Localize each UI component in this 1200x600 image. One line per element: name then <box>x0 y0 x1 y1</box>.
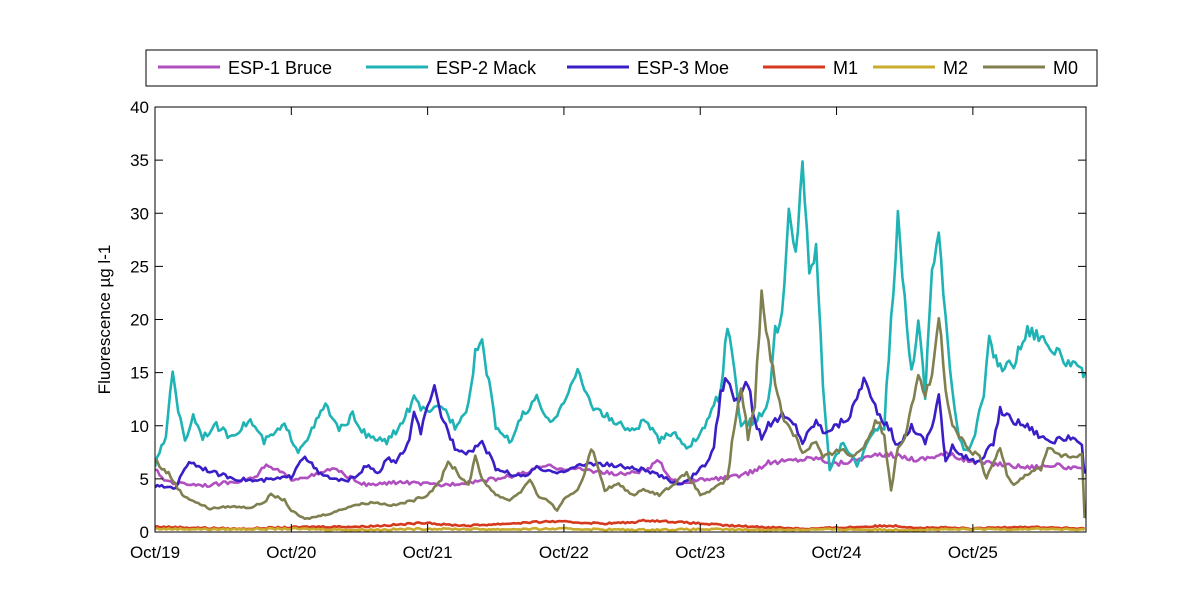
legend-label-m1: M1 <box>833 58 858 78</box>
axes: 0 5 10 15 20 25 30 35 40 Oct/19 Oct/20 Oct/21 Oct/22… <box>130 98 1086 562</box>
x-tick-label: Oct/19 <box>130 543 180 562</box>
series-line-esp2 <box>155 160 1086 472</box>
y-tick-label: 0 <box>140 523 149 542</box>
series-line-esp3 <box>155 376 1086 490</box>
x-tick-label: Oct/24 <box>812 543 862 562</box>
series-line-m0 <box>155 289 1086 521</box>
x-tick-label: Oct/22 <box>539 543 589 562</box>
y-tick-label: 40 <box>130 98 149 117</box>
y-tick-label: 5 <box>140 470 149 489</box>
y-axis-label: Fluorescence µg l-1 <box>95 245 114 395</box>
legend-label-m0: M0 <box>1053 58 1078 78</box>
series-line-m2 <box>155 526 1086 532</box>
y-tick-label: 30 <box>130 204 149 223</box>
legend-label-esp2: ESP-2 Mack <box>436 58 537 78</box>
x-tick-label: Oct/25 <box>948 543 998 562</box>
legend-label-esp3: ESP-3 Moe <box>637 58 729 78</box>
legend-label-esp1: ESP-1 Bruce <box>228 58 332 78</box>
legend-label-m2: M2 <box>943 58 968 78</box>
y-tick-label: 20 <box>130 311 149 330</box>
y-tick-label: 35 <box>130 151 149 170</box>
x-tick-label: Oct/23 <box>675 543 725 562</box>
y-tick-label: 15 <box>130 364 149 383</box>
series-layer <box>155 160 1086 532</box>
legend: ESP-1 Bruce ESP-2 Mack ESP-3 Moe M1 M2 M0 <box>145 49 1098 87</box>
x-tick-label: Oct/21 <box>403 543 453 562</box>
series-line-m1 <box>155 518 1085 531</box>
y-tick-label: 25 <box>130 257 149 276</box>
x-tick-label: Oct/20 <box>266 543 316 562</box>
series-line-esp1 <box>155 450 1086 488</box>
y-tick-label: 10 <box>130 417 149 436</box>
